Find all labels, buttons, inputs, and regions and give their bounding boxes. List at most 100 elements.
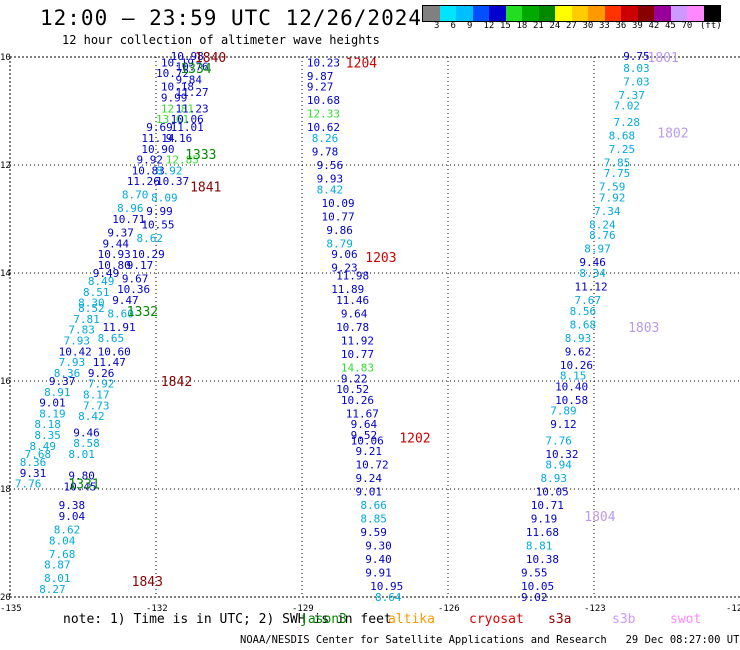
track-a-wave-value: 11.14 bbox=[141, 132, 174, 145]
track-b-wave-value: 10.77 bbox=[321, 210, 354, 223]
footer-credit: NOAA/NESDIS Center for Satellite Applica… bbox=[240, 634, 740, 646]
track-a-wave-value: 7.93 bbox=[64, 335, 91, 348]
track-b-wave-value: 10.09 bbox=[321, 197, 354, 210]
track-b-wave-value: 10.62 bbox=[307, 121, 340, 134]
colorbar-swatch bbox=[423, 6, 440, 21]
track-a-wave-value: 8.62 bbox=[137, 232, 164, 245]
track-c-wave-value: 9.62 bbox=[565, 345, 592, 358]
lat-tick-label: 20 bbox=[0, 593, 11, 603]
track-a-pass-label: 1841 bbox=[190, 181, 221, 196]
colorbar-swatch bbox=[505, 6, 522, 21]
track-a-pass-label: 1840 bbox=[195, 51, 226, 66]
track-c-wave-value: 7.89 bbox=[550, 405, 577, 418]
track-a-wave-value: 10.55 bbox=[141, 218, 174, 231]
track-b-wave-value: 9.30 bbox=[365, 540, 392, 553]
track-b-wave-value: 11.98 bbox=[336, 270, 369, 283]
colorbar-swatch bbox=[522, 6, 539, 21]
track-a-wave-value: 8.60 bbox=[107, 308, 134, 321]
track-c-wave-value: 7.75 bbox=[604, 167, 631, 180]
colorbar-swatch bbox=[604, 6, 621, 21]
track-a-wave-value: 10.76 bbox=[175, 61, 208, 74]
track-b-wave-value: 9.52 bbox=[351, 429, 378, 442]
track-c-wave-value: 8.94 bbox=[545, 459, 572, 472]
track-a-wave-value: 9.04 bbox=[59, 510, 86, 523]
track-b-wave-value: 8.85 bbox=[360, 513, 387, 526]
track-b-wave-value: 9.59 bbox=[360, 526, 387, 539]
track-c-wave-value: 7.28 bbox=[613, 116, 640, 129]
colorbar-label: 39 bbox=[632, 21, 643, 31]
track-a-wave-value: 7.81 bbox=[73, 313, 100, 326]
colorbar-swatch bbox=[654, 6, 671, 21]
lat-tick-label: 10 bbox=[0, 53, 11, 63]
track-c-wave-value: 7.85 bbox=[604, 156, 631, 169]
lon-tick-label: -12 bbox=[726, 604, 740, 614]
track-b-wave-value: 12.33 bbox=[307, 108, 340, 121]
track-c-wave-value: 10.58 bbox=[555, 394, 588, 407]
colorbar-label: 15 bbox=[500, 21, 511, 31]
track-b-wave-value: 9.23 bbox=[331, 262, 358, 275]
track-a-wave-value: 9.38 bbox=[59, 499, 86, 512]
track-c-wave-value: 10.71 bbox=[531, 499, 564, 512]
track-a-wave-value: 9.37 bbox=[107, 227, 134, 240]
colorbar-label: 24 bbox=[549, 21, 561, 31]
track-a-pass-label: 1334 bbox=[180, 62, 211, 77]
colorbar-swatch bbox=[439, 6, 456, 21]
track-a-wave-value: 8.09 bbox=[151, 191, 178, 204]
colorbar-swatch bbox=[621, 6, 638, 21]
lat-tick-label: 18 bbox=[0, 485, 11, 495]
track-c-wave-value: 7.37 bbox=[618, 89, 645, 102]
colorbar-label: 30 bbox=[582, 21, 594, 31]
track-a-wave-value: 10.29 bbox=[132, 248, 165, 261]
track-b-pass-label: 1202 bbox=[399, 432, 430, 447]
track-c-wave-value: 8.93 bbox=[540, 472, 567, 485]
track-b-wave-value: 10.72 bbox=[356, 459, 389, 472]
track-b-wave-value: 10.78 bbox=[336, 321, 369, 334]
track-c-wave-value: 9.02 bbox=[521, 591, 548, 604]
track-a-wave-value: 7.73 bbox=[83, 399, 110, 412]
colorbar-label: 18 bbox=[516, 21, 528, 31]
track-a-pass-label: 1842 bbox=[161, 375, 192, 390]
track-a-wave-value: 9.99 bbox=[146, 205, 173, 218]
colorbar-swatch bbox=[571, 6, 588, 21]
track-b-wave-value: 10.95 bbox=[370, 580, 403, 593]
track-c-wave-value: 8.03 bbox=[623, 62, 650, 75]
track-a-wave-value: 10.80 bbox=[98, 259, 131, 272]
track-a-wave-value: 11.23 bbox=[175, 102, 208, 115]
track-c-wave-value: 9.12 bbox=[550, 418, 577, 431]
track-b-wave-value: 9.78 bbox=[312, 146, 339, 159]
colorbar-swatch bbox=[588, 6, 605, 21]
track-a-wave-value: 11.27 bbox=[175, 86, 208, 99]
colorbar-label: 70 bbox=[681, 21, 693, 31]
colorbar-swatch bbox=[687, 6, 704, 21]
track-c-wave-value: 9.75 bbox=[623, 50, 650, 63]
track-c-wave-value: 8.93 bbox=[565, 332, 592, 345]
track-b-wave-value: 9.64 bbox=[341, 308, 368, 321]
track-a-pass-label: 1333 bbox=[185, 148, 216, 163]
track-a-pass-label: 1843 bbox=[132, 575, 163, 590]
lon-tick-label: -132 bbox=[146, 604, 168, 614]
colorbar-swatch bbox=[456, 6, 473, 21]
colorbar-swatch bbox=[703, 6, 720, 21]
track-a-wave-value: 9.31 bbox=[20, 467, 47, 480]
track-a-wave-value: 8.51 bbox=[83, 286, 110, 299]
track-a-wave-value: 8.27 bbox=[39, 583, 65, 596]
track-b-wave-value: 9.64 bbox=[351, 418, 378, 431]
track-a-wave-value: 9.92 bbox=[137, 154, 164, 167]
colorbar-label: 6 bbox=[450, 21, 456, 31]
track-c-pass-label: 1801 bbox=[648, 51, 679, 66]
track-c-wave-value: 8.68 bbox=[609, 129, 636, 142]
track-c-wave-value: 7.59 bbox=[599, 181, 626, 194]
track-a-wave-value: 8.18 bbox=[34, 418, 61, 431]
track-b-wave-value: 9.21 bbox=[356, 445, 383, 458]
track-b-wave-value: 10.77 bbox=[341, 348, 374, 361]
track-c-wave-value: 8.24 bbox=[589, 218, 616, 231]
track-b-wave-value: 9.06 bbox=[331, 248, 358, 261]
colorbar-swatch bbox=[472, 6, 489, 21]
track-c-wave-value: 7.92 bbox=[599, 191, 626, 204]
track-b-wave-value: 9.27 bbox=[307, 81, 334, 94]
track-a-wave-value: 8.01 bbox=[44, 572, 71, 585]
track-a-wave-value: 10.06 bbox=[171, 113, 204, 126]
track-b-wave-value: 8.42 bbox=[317, 183, 344, 196]
track-c-wave-value: 7.76 bbox=[545, 434, 572, 447]
track-a-wave-value: 8.70 bbox=[122, 189, 149, 202]
